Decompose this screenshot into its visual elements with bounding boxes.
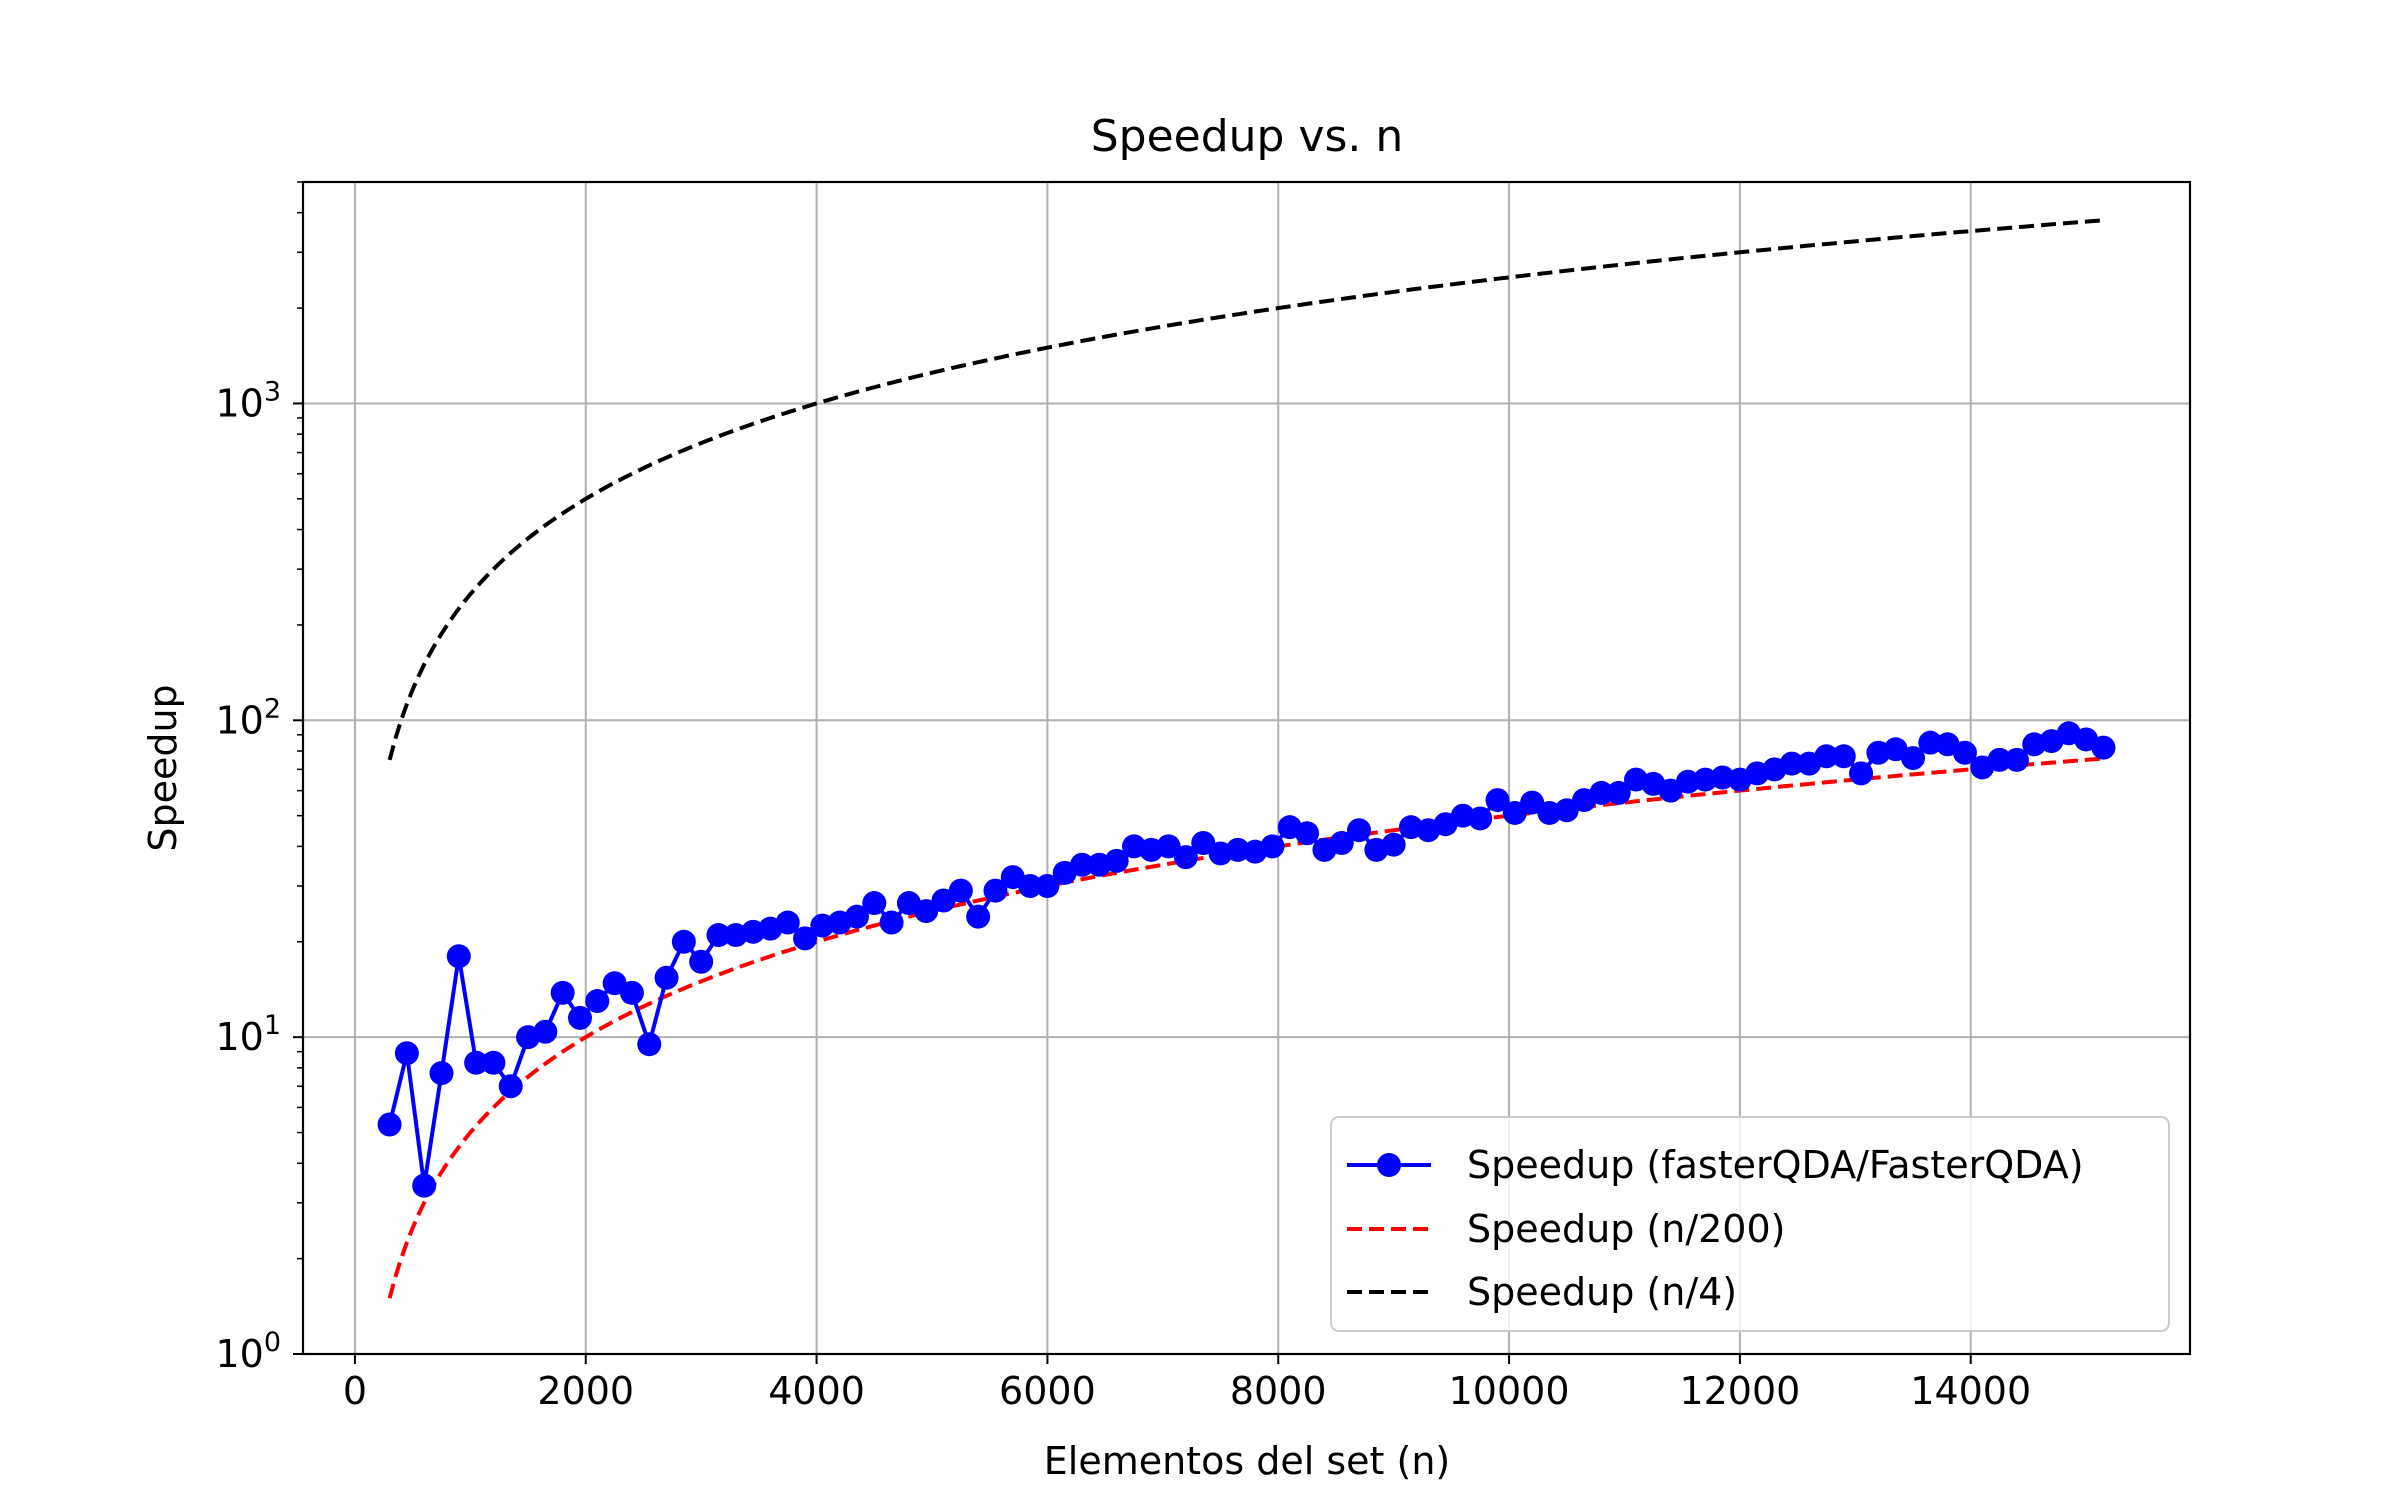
data-point	[585, 989, 610, 1014]
data-point	[2091, 735, 2116, 760]
data-point	[498, 1074, 523, 1099]
data-point	[1901, 746, 1926, 771]
data-point	[1018, 873, 1043, 898]
data-point	[1831, 744, 1856, 769]
data-point	[689, 949, 714, 974]
data-point	[793, 926, 818, 951]
data-point	[429, 1061, 454, 1086]
data-point	[654, 965, 679, 990]
x-axis-label: Elementos del set (n)	[1044, 1439, 1450, 1483]
y-tick-label: 102	[215, 693, 281, 742]
data-point	[879, 910, 904, 935]
y-axis: 100 101 102 103	[215, 181, 303, 1376]
data-point	[775, 910, 800, 935]
data-point	[446, 944, 471, 969]
x-tick-label: 10000	[1449, 1369, 1570, 1413]
data-point	[2004, 747, 2029, 772]
data-point	[377, 1112, 402, 1137]
data-point	[1987, 747, 2012, 772]
data-point	[706, 923, 731, 948]
legend: Speedup (fasterQDA/FasterQDA) Speedup (n…	[1330, 1116, 2170, 1332]
chart-title: Speedup vs. n	[1091, 111, 1404, 162]
data-point	[1381, 832, 1406, 857]
data-point	[1070, 852, 1095, 877]
legend-box	[1330, 1116, 2170, 1332]
data-point	[1520, 790, 1545, 815]
data-point	[550, 980, 575, 1005]
data-point	[481, 1050, 506, 1075]
series-line-2	[387, 218, 2104, 761]
data-point	[1173, 845, 1198, 870]
data-point	[412, 1173, 437, 1198]
data-point	[1554, 798, 1579, 823]
data-point	[1849, 761, 1874, 786]
x-tick-label: 0	[343, 1369, 367, 1413]
data-point	[948, 878, 973, 903]
data-point	[1104, 848, 1129, 873]
legend-label-n4: Speedup (n/4)	[1467, 1270, 1737, 1314]
data-point	[464, 1050, 489, 1075]
x-tick-label: 14000	[1910, 1369, 2031, 1413]
data-point	[619, 980, 644, 1005]
data-point	[914, 899, 939, 924]
legend-marker-fasterqda	[1377, 1153, 1401, 1177]
legend-label-n200: Speedup (n/200)	[1467, 1207, 1785, 1251]
data-point	[1814, 744, 1839, 769]
data-point	[394, 1041, 419, 1066]
data-point	[1606, 780, 1631, 805]
data-point	[966, 904, 991, 929]
data-point	[1156, 834, 1181, 859]
data-point	[1502, 800, 1527, 825]
series-layer	[377, 218, 2116, 1299]
data-point	[1779, 751, 1804, 776]
data-point	[1918, 730, 1943, 755]
data-point	[1468, 806, 1493, 831]
data-point	[1225, 837, 1250, 862]
x-tick-label: 6000	[999, 1369, 1096, 1413]
data-point	[1260, 834, 1285, 859]
data-point	[1485, 788, 1510, 813]
y-tick-label: 100	[215, 1327, 281, 1376]
data-point	[1347, 818, 1372, 843]
data-point	[1191, 830, 1216, 855]
data-point	[1295, 821, 1320, 846]
plot-frame	[301, 180, 2192, 1356]
data-point	[533, 1019, 558, 1044]
data-point	[844, 904, 869, 929]
x-tick-label: 12000	[1679, 1369, 1800, 1413]
data-point	[671, 929, 696, 954]
x-tick-label: 8000	[1230, 1369, 1327, 1413]
data-point	[1035, 873, 1060, 898]
data-point	[983, 878, 1008, 903]
data-point	[1589, 780, 1614, 805]
x-tick-label: 2000	[537, 1369, 634, 1413]
y-tick-label: 101	[215, 1010, 281, 1059]
x-axis: 0 2000 4000 6000 8000 10000 12000 14000	[343, 1354, 2031, 1413]
legend-label-fasterqda: Speedup (fasterQDA/FasterQDA)	[1467, 1143, 2084, 1187]
data-point	[637, 1032, 662, 1057]
data-point	[1952, 740, 1977, 765]
data-point	[1329, 830, 1354, 855]
data-point	[862, 891, 887, 916]
data-point	[567, 1005, 592, 1030]
x-tick-label: 4000	[768, 1369, 865, 1413]
y-axis-label: Speedup	[141, 684, 185, 851]
y-tick-label: 103	[215, 376, 281, 425]
